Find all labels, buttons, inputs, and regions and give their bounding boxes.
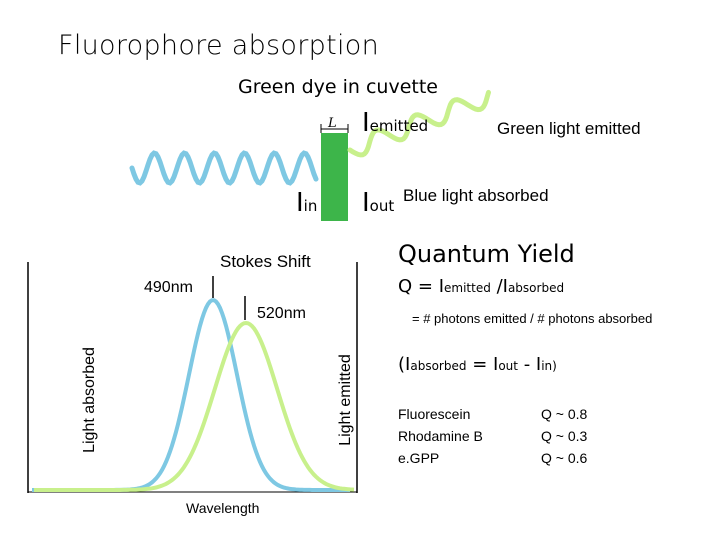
fluorophore-name: e.GPP [398, 450, 440, 466]
cuvette [321, 133, 348, 221]
quantum-yield-definition: = # photons emitted / # photons absorbed [412, 311, 653, 326]
diagram-subtitle: Green dye in cuvette [238, 76, 438, 98]
rel-out-sub: out [498, 359, 518, 373]
green-light-label: Green light emitted [497, 119, 641, 138]
eq-slash: /I [490, 276, 508, 297]
stokes-shift-label: Stokes Shift [220, 252, 311, 271]
fluorophore-name: Fluorescein [398, 406, 471, 422]
eq-emitted-sub: emitted [444, 281, 491, 295]
blue-light-label: Blue light absorbed [403, 186, 549, 205]
emission-peak-label: 520nm [257, 305, 306, 322]
fluorophore-name: Rhodamine B [398, 428, 483, 444]
i-emitted-sub: emitted [369, 117, 429, 135]
i-in-label: Iin [296, 188, 317, 218]
page-title: Fluorophore absorption [58, 30, 379, 61]
fluorophore-q: Q ~ 0.8 [541, 406, 588, 422]
i-in-sub: in [303, 197, 318, 215]
eq-q: Q = I [398, 276, 445, 297]
rel-minus: - I [517, 354, 542, 375]
emission-curve [34, 320, 355, 492]
i-emitted-main: I [362, 108, 370, 138]
emitted-green-wave [347, 89, 491, 158]
y-axis-left-label: Light absorbed [81, 347, 98, 453]
i-emitted-label: Iemitted [362, 108, 428, 138]
y-axis-right-label: Light emitted [337, 354, 354, 446]
i-out-sub: out [369, 197, 395, 215]
absorbed-relation: (Iabsorbed = Iout - Iin) [398, 354, 557, 375]
i-out-main: I [362, 188, 370, 218]
rel-open: (I [398, 354, 411, 375]
incoming-blue-wave [129, 150, 319, 186]
quantum-yield-equation: Q = Iemitted /Iabsorbed [398, 276, 564, 297]
eq-absorbed-sub: absorbed [507, 281, 565, 295]
quantum-yield-title: Quantum Yield [398, 240, 575, 268]
fluorophore-q: Q ~ 0.6 [541, 450, 588, 466]
fluorophore-q: Q ~ 0.3 [541, 428, 588, 444]
rel-in-sub: in) [541, 359, 557, 373]
path-length-label: L [328, 116, 337, 131]
x-axis-label: Wavelength [186, 500, 260, 516]
i-out-label: Iout [362, 188, 394, 218]
rel-absorbed-sub: absorbed [410, 359, 467, 373]
rel-eq: = I [466, 354, 499, 375]
i-in-main: I [296, 188, 304, 218]
absorption-peak-label: 490nm [144, 279, 193, 296]
